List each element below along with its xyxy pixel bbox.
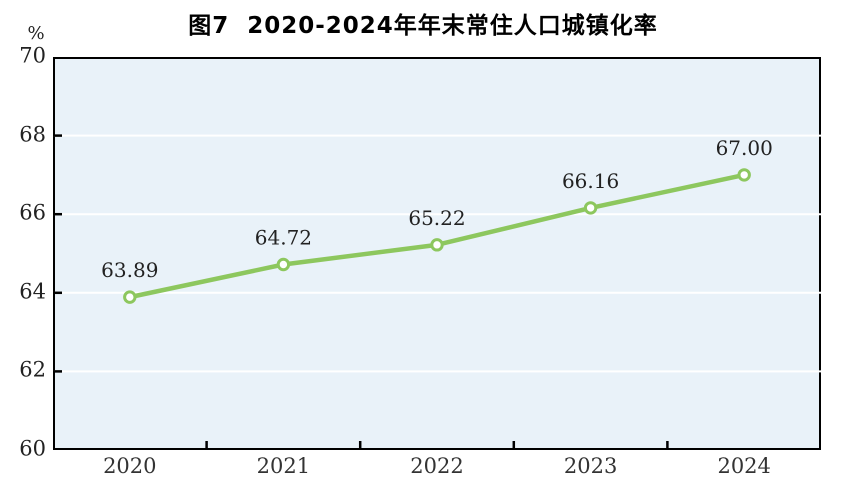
- x-axis-tick-label: 2024: [717, 454, 771, 478]
- x-axis-tick-label: 2022: [410, 454, 464, 478]
- series-line: [127, 172, 747, 300]
- data-point-marker: [737, 168, 751, 182]
- y-axis-tick-label: 68: [19, 122, 46, 147]
- data-point-marker: [123, 290, 137, 304]
- data-label: 67.00: [716, 136, 773, 160]
- x-axis-tick-label: 2021: [256, 454, 311, 478]
- line-chart-canvas: 63.89 64.72 65.22 66.16 67.00: [53, 134, 821, 450]
- y-axis-tick-label: 60: [19, 436, 46, 461]
- y-axis-tick-label: 66: [19, 200, 46, 225]
- data-label: 65.22: [408, 206, 465, 230]
- x-axis-tick-label: 2020: [103, 454, 157, 478]
- y-axis-tick-label: 70: [19, 43, 46, 68]
- y-axis-tick-label: 64: [19, 279, 46, 304]
- chart-title: 图7 2020-2024年年末常住人口城镇化率: [188, 13, 658, 39]
- y-axis-tick-label: 62: [19, 358, 46, 383]
- data-point-marker: [583, 201, 598, 215]
- y-axis-unit-label: %: [27, 23, 45, 44]
- data-label: 66.16: [562, 169, 619, 193]
- data-label: 63.89: [101, 258, 158, 282]
- data-point-marker: [430, 238, 444, 252]
- plot-area: 63.89 64.72 65.22 66.16 67.00: [53, 57, 821, 450]
- data-point-marker: [276, 257, 291, 272]
- x-axis-tick-label: 2023: [563, 454, 618, 478]
- data-label: 64.72: [255, 226, 312, 250]
